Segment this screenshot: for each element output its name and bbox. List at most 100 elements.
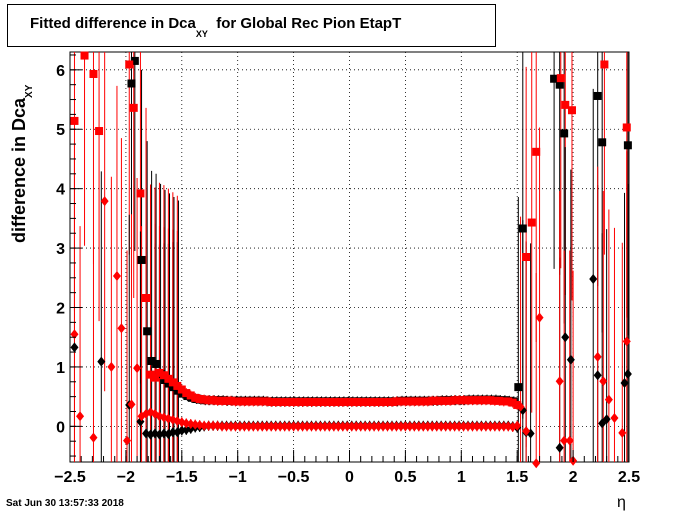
diamond-marker	[374, 421, 383, 432]
diamond-marker	[610, 413, 619, 424]
square-marker	[182, 389, 191, 398]
diamond-marker	[361, 421, 370, 432]
diamond-marker	[535, 312, 544, 323]
diamond-marker	[76, 411, 85, 422]
square-marker	[396, 397, 405, 406]
y-tick-label: 6	[56, 63, 65, 80]
square-marker	[130, 56, 139, 65]
square-marker	[468, 396, 477, 405]
square-marker	[432, 396, 441, 405]
y-axis-label: difference in DcaXY	[9, 85, 35, 243]
x-tick-label: 0.5	[394, 469, 416, 486]
diamond-marker	[200, 420, 209, 431]
diamond-marker	[481, 421, 490, 432]
diamond-marker	[589, 273, 598, 284]
diamond-marker	[258, 421, 267, 432]
square-marker	[567, 106, 576, 115]
square-marker	[561, 100, 570, 109]
x-tick-label: −1.5	[166, 469, 198, 486]
diamond-marker	[222, 421, 231, 432]
square-marker	[338, 397, 347, 406]
square-marker	[623, 141, 632, 150]
diamond-marker	[532, 458, 541, 469]
x-tick-label: −0.5	[278, 469, 310, 486]
diamond-marker	[123, 435, 132, 446]
square-marker	[490, 396, 499, 405]
diamond-marker	[477, 421, 486, 432]
square-marker	[191, 393, 200, 402]
data-markers	[70, 51, 632, 469]
square-marker	[513, 400, 522, 409]
diamond-marker	[490, 421, 499, 432]
diamond-marker	[307, 421, 316, 432]
square-marker	[514, 383, 523, 392]
square-marker	[365, 397, 374, 406]
y-tick-label: 0	[56, 419, 65, 436]
diamond-marker	[396, 421, 405, 432]
diamond-marker	[561, 332, 570, 343]
x-tick-label: 1.5	[506, 469, 528, 486]
square-marker	[218, 396, 227, 405]
square-marker	[177, 385, 186, 394]
diamond-marker	[599, 376, 608, 387]
square-marker	[450, 396, 459, 405]
square-marker	[152, 359, 161, 368]
diamond-marker	[602, 414, 611, 425]
x-tick-label: 1	[457, 469, 466, 486]
diamond-marker	[419, 421, 428, 432]
y-tick-label: 3	[56, 241, 65, 258]
diamond-marker	[405, 421, 414, 432]
square-marker	[504, 397, 513, 406]
diamond-marker	[276, 421, 285, 432]
diamond-marker	[267, 421, 276, 432]
square-marker	[550, 74, 559, 83]
square-marker	[150, 373, 159, 382]
square-marker	[186, 391, 195, 400]
diamond-marker	[311, 421, 320, 432]
title-box: Fitted difference in DcaXY for Global Re…	[7, 4, 496, 47]
square-marker	[136, 189, 145, 198]
square-marker	[258, 397, 267, 406]
diamond-marker	[253, 421, 262, 432]
diamond-marker	[133, 363, 142, 374]
square-marker	[303, 397, 312, 406]
title-subscript: XY	[195, 29, 208, 39]
square-marker	[271, 397, 280, 406]
diamond-marker	[168, 427, 177, 438]
square-marker	[522, 253, 531, 261]
diamond-marker	[428, 421, 437, 432]
diamond-marker	[218, 421, 227, 432]
title-rest: for Global Rec Pion EtapT	[207, 15, 402, 32]
square-marker	[155, 368, 164, 377]
square-marker	[481, 396, 490, 405]
diamond-marker	[401, 421, 410, 432]
square-marker	[560, 129, 569, 138]
square-marker	[392, 397, 401, 406]
square-marker	[455, 396, 464, 405]
square-marker	[401, 397, 410, 406]
diamond-marker	[437, 421, 446, 432]
diamond-marker	[618, 427, 627, 438]
diamond-marker	[235, 421, 244, 432]
square-marker	[329, 397, 338, 406]
diamond-marker	[365, 421, 374, 432]
diamond-marker	[414, 421, 423, 432]
square-marker	[383, 397, 392, 406]
x-tick-label: −2.5	[54, 469, 86, 486]
square-marker	[70, 116, 79, 125]
square-marker	[325, 397, 334, 406]
square-marker	[593, 91, 602, 100]
square-marker	[249, 397, 258, 406]
square-marker	[320, 397, 329, 406]
diamond-marker	[127, 399, 136, 410]
square-marker	[129, 103, 138, 112]
diamond-marker	[450, 421, 459, 432]
diamond-marker	[486, 421, 495, 432]
square-marker	[374, 397, 383, 406]
diamond-marker	[303, 421, 312, 432]
square-marker	[89, 69, 98, 78]
square-marker	[405, 397, 414, 406]
square-marker	[200, 395, 209, 404]
square-marker	[173, 381, 182, 390]
square-marker	[334, 397, 343, 406]
